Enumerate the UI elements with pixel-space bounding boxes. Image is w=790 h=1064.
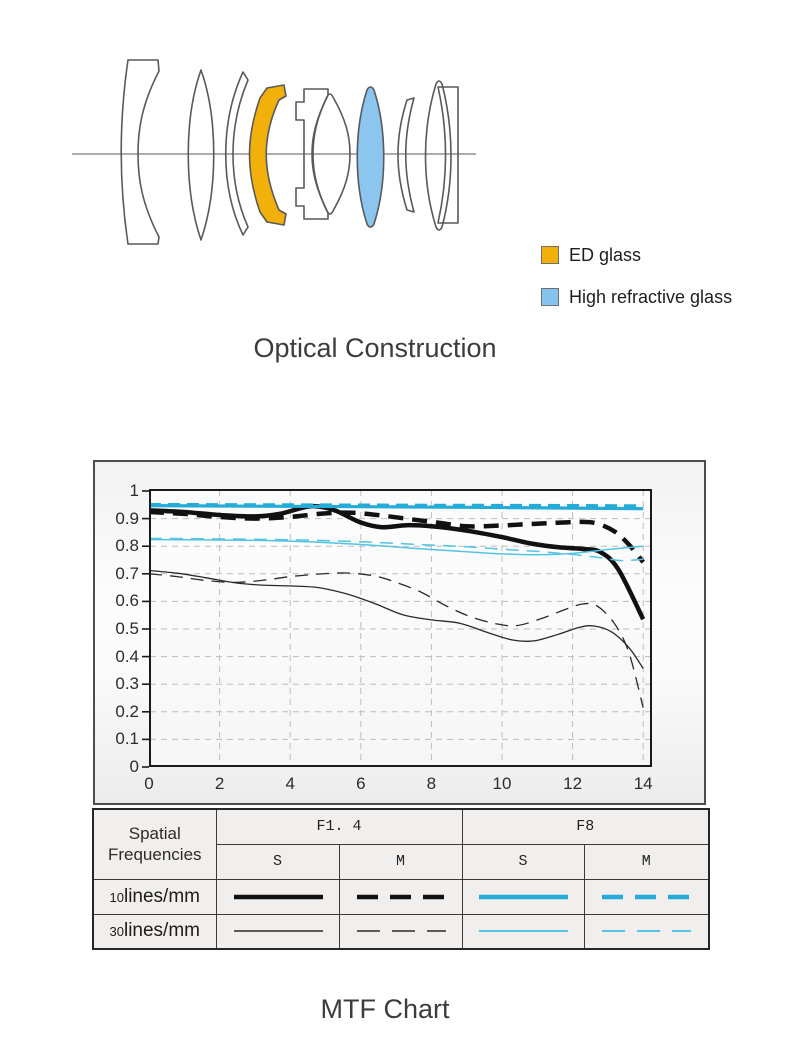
y-tick-label: 0.6	[115, 591, 139, 611]
high-refractive-glass-label: High refractive glass	[569, 286, 733, 307]
x-tick-label: 4	[285, 774, 295, 793]
sample-f14-s-30	[215, 913, 340, 950]
high-refractive-glass-swatch-icon	[541, 288, 559, 306]
subheader-f14-s: S	[215, 843, 340, 880]
sample-f14-m-30	[338, 913, 463, 950]
lens-element-9	[424, 80, 452, 231]
sample-f8-s-30	[461, 913, 585, 950]
y-tick-label: 0.8	[115, 536, 139, 556]
lens-element-1	[120, 59, 160, 245]
sample-f8-s-10	[461, 878, 585, 915]
legend-row-high-refractive-glass: High refractive glass	[541, 286, 732, 308]
x-tick-label: 2	[214, 774, 225, 793]
row-10-unit: lines/mm	[123, 885, 200, 907]
sample-f8-m-30	[583, 913, 710, 950]
y-tick-label: 0	[129, 757, 139, 776]
x-tick-label: 6	[356, 774, 366, 793]
row-label-30-lines: 30lines/mm	[92, 913, 217, 950]
mtf-chart-box: 0 0.1 0.2 0.3 0.4 0.5 0.6 0.7 0.8 0.9 1 0 2 4 6 8 10 12 1…	[93, 460, 706, 805]
group-f14-cell: F1. 4	[215, 808, 463, 845]
optical-construction-diagram	[72, 59, 476, 245]
y-tick-label: 0.1	[115, 729, 139, 749]
table-row-30-lines: 30lines/mm	[92, 913, 710, 950]
y-tick-label: 0.7	[115, 563, 139, 583]
table-row-10-lines: 10lines/mm	[92, 878, 710, 915]
lens-element-6	[311, 93, 351, 215]
mtf-plot	[142, 489, 652, 768]
x-tick-label: 0	[144, 774, 154, 793]
optical-construction-title: Optical Construction	[253, 333, 497, 363]
ed-glass-label: ED glass	[569, 244, 642, 265]
sample-f8-m-10	[583, 878, 710, 915]
row-30-number: 30	[109, 924, 124, 940]
x-tick-label: 8	[426, 774, 437, 793]
mtf-chart-title: MTF Chart	[320, 994, 450, 1024]
y-tick-label: 0.5	[115, 619, 139, 638]
y-tick-label: 0.3	[115, 674, 139, 694]
lens-element-3	[224, 71, 249, 236]
group-f8-cell: F8	[461, 808, 710, 845]
sample-f14-m-10	[338, 878, 463, 915]
sample-f14-s-10	[215, 878, 340, 915]
y-tick-label: 1	[129, 481, 139, 500]
lens-element-10	[437, 86, 459, 224]
x-tick-label: 14	[633, 774, 653, 793]
y-tick-label: 0.4	[115, 646, 139, 666]
y-tick-label: 0.2	[115, 701, 139, 721]
legend-row-ed-glass: ED glass	[541, 244, 732, 266]
spatial-frequencies-cell: Spatial Frequencies	[92, 808, 217, 880]
subheader-f8-s: S	[461, 843, 585, 880]
y-tick-label: 0.9	[115, 508, 139, 528]
table-row: S M S M	[93, 843, 710, 880]
x-tick-label: 10	[492, 774, 512, 793]
lens-element-8	[397, 97, 415, 213]
x-tick-label: 12	[563, 774, 583, 793]
row-label-10-lines: 10lines/mm	[92, 878, 217, 915]
glass-legend: ED glass High refractive glass	[541, 244, 732, 328]
mtf-legend-table: Spatial Frequencies F1. 4 F8 S M S M 10l…	[92, 808, 710, 950]
row-30-unit: lines/mm	[123, 920, 200, 942]
lens-element-high-refractive	[356, 86, 385, 228]
ed-glass-swatch-icon	[541, 246, 559, 264]
row-10-number: 10	[109, 889, 124, 905]
lens-element-ed-glass	[248, 84, 287, 226]
lens-element-2	[187, 69, 215, 241]
table-row: Spatial Frequencies F1. 4 F8	[92, 808, 710, 880]
subheader-f8-m: M	[583, 843, 710, 880]
subheader-f14-m: M	[338, 843, 463, 880]
